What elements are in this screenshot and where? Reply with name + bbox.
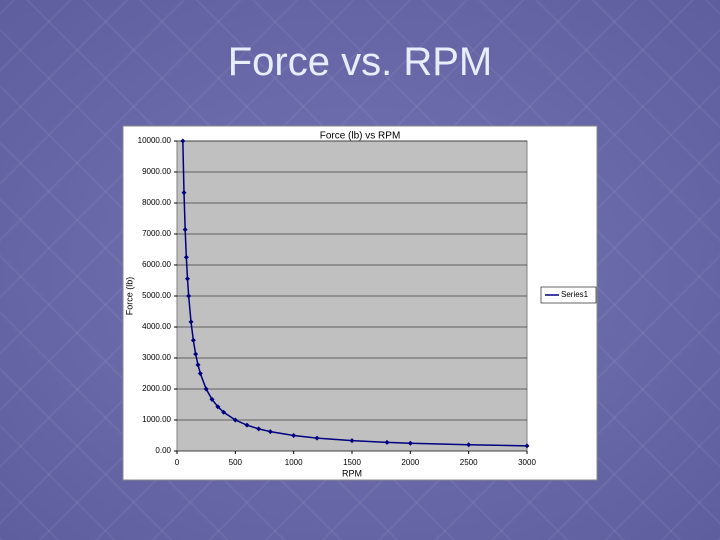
marker bbox=[221, 409, 227, 415]
marker bbox=[190, 337, 196, 343]
marker bbox=[256, 426, 262, 432]
marker bbox=[314, 435, 320, 441]
y-tick-label: 5000.00 bbox=[142, 291, 171, 300]
y-tick-label: 4000.00 bbox=[142, 322, 171, 331]
legend-label: Series1 bbox=[561, 290, 589, 299]
marker bbox=[185, 276, 190, 282]
marker bbox=[183, 254, 189, 260]
y-tick-label: 9000.00 bbox=[142, 167, 171, 176]
x-tick-label: 0 bbox=[175, 458, 180, 467]
chart-title: Force (lb) vs RPM bbox=[320, 131, 401, 142]
y-tick-label: 8000.00 bbox=[142, 198, 171, 207]
marker bbox=[407, 440, 413, 446]
series-line bbox=[182, 140, 528, 447]
slide-title: Force vs. RPM bbox=[227, 40, 493, 84]
x-tick-label: 2500 bbox=[460, 458, 478, 467]
marker bbox=[181, 190, 187, 196]
y-tick-label: 10000.00 bbox=[138, 136, 172, 145]
marker bbox=[232, 417, 238, 423]
marker bbox=[244, 422, 250, 428]
marker bbox=[209, 396, 215, 402]
marker bbox=[188, 319, 194, 325]
marker bbox=[267, 429, 273, 435]
x-tick-label: 1000 bbox=[285, 458, 303, 467]
legend-box bbox=[540, 286, 597, 304]
x-tick-label: 1500 bbox=[343, 458, 361, 467]
y-tick-label: 7000.00 bbox=[142, 229, 171, 238]
marker bbox=[291, 433, 297, 438]
marker bbox=[193, 351, 199, 357]
marker bbox=[197, 371, 203, 376]
y-axis-label: Force (lb) bbox=[124, 277, 134, 316]
marker bbox=[524, 443, 530, 449]
marker bbox=[203, 386, 209, 392]
x-tick-label: 3000 bbox=[518, 458, 536, 467]
marker bbox=[182, 227, 188, 233]
y-tick-label: 2000.00 bbox=[142, 384, 171, 393]
marker bbox=[466, 442, 472, 448]
marker bbox=[349, 438, 355, 444]
x-tick-label: 500 bbox=[229, 458, 243, 467]
marker bbox=[195, 362, 201, 368]
marker bbox=[186, 293, 192, 299]
marker bbox=[180, 138, 186, 144]
y-tick-label: 1000.00 bbox=[142, 415, 171, 424]
y-tick-label: 0.00 bbox=[155, 446, 171, 455]
marker bbox=[384, 439, 390, 445]
x-tick-label: 2000 bbox=[401, 458, 419, 467]
marker bbox=[215, 404, 221, 410]
y-tick-label: 3000.00 bbox=[142, 353, 171, 362]
y-tick-label: 6000.00 bbox=[142, 260, 171, 269]
x-axis-label: RPM bbox=[342, 468, 362, 478]
